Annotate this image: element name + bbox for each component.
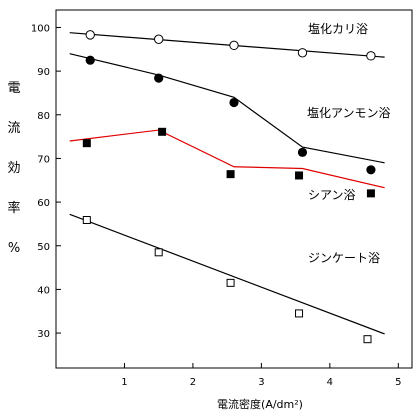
data-point [229,97,239,108]
data-point [154,248,163,257]
data-point [297,147,308,157]
y-tick-label: 100 [31,23,50,34]
y-axis-label-char: 率 [7,200,20,216]
series-fit-line [69,32,385,58]
y-tick-label: 40 [37,285,50,296]
data-point [154,73,164,83]
x-tick-label: 2 [190,377,196,388]
y-tick-label: 30 [37,329,50,340]
data-point [295,171,304,180]
data-point [363,335,372,344]
series-label: 塩化アンモン浴 [307,105,391,120]
data-point [158,127,167,136]
y-axis-label-char: % [8,241,20,256]
data-point [85,30,95,40]
series-fit-line [69,213,385,335]
x-axis-label: 電流密度(A/dm²) [217,397,303,411]
y-axis-label-char: 流 [7,121,20,136]
data-point [85,55,95,65]
y-tick-label: 70 [37,154,50,165]
x-tick-label: 5 [395,377,401,388]
y-tick-label: 50 [37,242,50,253]
plot-frame [55,9,413,369]
data-point [366,51,376,61]
data-point [82,139,91,148]
y-tick-label: 90 [37,67,50,78]
data-point [153,34,164,44]
data-point [366,165,376,175]
y-tick-label: 80 [37,111,50,122]
data-point [82,215,91,224]
data-point [229,40,239,51]
x-tick-label: 3 [258,377,264,388]
x-tick-label: 4 [327,377,333,388]
y-tick-label: 60 [37,198,50,209]
series-fit-line [69,129,385,189]
series-label: シアン浴 [308,188,356,202]
data-point [297,48,308,58]
x-tick-label: 1 [121,377,127,388]
data-point [226,278,235,287]
series-label: 塩化カリ浴 [308,21,368,36]
y-axis-label-char: 効 [7,161,20,176]
data-point [226,170,235,179]
y-axis-label-char: 電 [7,81,20,96]
series-label: ジンケート浴 [308,251,380,265]
data-point [366,189,375,198]
series-fit-line [69,53,385,164]
data-point [295,309,304,318]
